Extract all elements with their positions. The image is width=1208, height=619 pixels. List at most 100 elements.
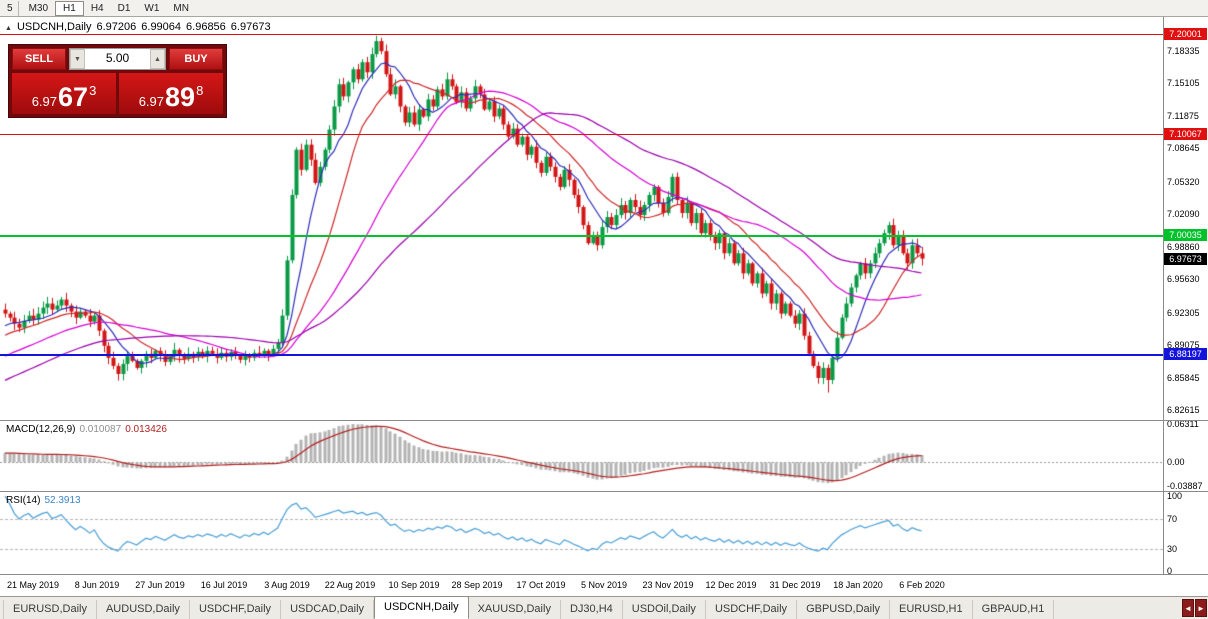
price-level-line[interactable] [0,34,1163,35]
date-label: 31 Dec 2019 [769,580,821,590]
buy-price-point: 8 [196,83,204,98]
price-axis-label: 6.89075 [1167,340,1200,350]
rsi-value: 52.3913 [44,495,81,506]
tab-scroll-controls: ◄ ► [1182,599,1207,617]
price-axis-label: 7.18335 [1167,46,1200,56]
buy-price-base: 6.97 [138,93,165,109]
volume-increase-icon[interactable]: ▲ [150,49,165,69]
chart-tab-eurusd-h1[interactable]: EURUSD,H1 [890,600,973,619]
macd-axis-label: 0.06311 [1167,419,1199,429]
rsi-axis-label: 0 [1167,566,1173,576]
panel-separator[interactable] [0,491,1208,492]
price-level-badge: 7.10067 [1164,128,1207,140]
date-label: 21 May 2019 [6,580,60,590]
timeframe-button-d1[interactable]: D1 [117,2,131,14]
sell-button[interactable]: SELL [12,48,66,70]
macd-axis-label: 0.00 [1167,457,1185,467]
timeframe-button-h4[interactable]: H4 [90,2,104,14]
price-axis[interactable] [1163,17,1208,575]
rsi-indicator-canvas[interactable] [0,492,1163,574]
chart-tabs-bar: EURUSD,Daily AUDUSD,Daily USDCHF,Daily USDC… [0,596,1208,619]
price-level-badge: 6.88197 [1164,348,1207,360]
chart-tab-gbpaud-h1[interactable]: GBPAUD,H1 [973,600,1055,619]
chart-tab-eurusd-daily[interactable]: EURUSD,Daily [3,600,97,619]
chart-marker-icon: ▲ [5,25,12,32]
symbol-period-label: USDCNH,Daily [16,21,92,33]
volume-input[interactable]: 5.00 [105,51,130,65]
macd-label: MACD(12,26,9) 0.010087 0.013426 [6,424,171,435]
price-level-badge: 7.00035 [1164,229,1207,241]
date-label: 17 Oct 2019 [516,580,566,590]
chart-tab-strip: EURUSD,Daily AUDUSD,Daily USDCHF,Daily USDC… [3,596,1055,619]
timeframe-button-mn[interactable]: MN [173,2,189,14]
chart-tab-xauusd-daily[interactable]: XAUUSD,Daily [469,600,561,619]
macd-main-value: 0.010087 [79,424,122,435]
date-label: 23 Nov 2019 [642,580,694,590]
date-label: 27 Jun 2019 [135,580,185,590]
chart-tab-usdcnh-daily[interactable]: USDCNH,Daily [374,596,469,619]
date-label: 6 Feb 2020 [899,580,945,590]
timeframe-button-5[interactable]: 5 [2,0,19,16]
buy-button[interactable]: BUY [169,48,223,70]
panel-separator [0,574,1208,575]
price-level-line[interactable] [0,134,1163,135]
sell-price-point: 3 [89,83,97,98]
ohlc-high: 6.99064 [141,21,182,33]
chart-tab-usdchf-daily[interactable]: USDCHF,Daily [190,600,282,619]
timeframe-button-h1[interactable]: H1 [55,0,84,16]
date-label: 12 Dec 2019 [705,580,757,590]
sell-price-display[interactable]: 6.97 67 3 [12,73,116,114]
price-level-line[interactable] [0,354,1163,356]
date-label: 22 Aug 2019 [324,580,376,590]
date-label: 3 Aug 2019 [264,580,310,590]
date-axis[interactable]: 21 May 2019 8 Jun 2019 27 Jun 2019 16 Jul 2… [0,575,1208,596]
price-axis-label: 6.98860 [1167,242,1200,252]
date-label: 28 Sep 2019 [451,580,503,590]
chart-tab-usdchf-daily[interactable]: USDCHF,Daily [706,600,798,619]
price-axis-label: 6.92305 [1167,308,1200,318]
chart-tab-gbpusd-daily[interactable]: GBPUSD,Daily [797,600,891,619]
panel-separator[interactable] [0,420,1208,421]
price-axis-label: 7.11875 [1167,111,1199,121]
date-label: 8 Jun 2019 [74,580,120,590]
tab-scroll-left-icon[interactable]: ◄ [1182,599,1194,617]
ohlc-open: 6.97206 [96,21,137,33]
rsi-axis-label: 70 [1167,514,1178,524]
price-axis-label: 7.15105 [1167,78,1200,88]
timeframe-button-m30[interactable]: M30 [28,2,49,14]
rsi-axis-label: 30 [1167,544,1178,554]
price-axis-label: 7.08645 [1167,143,1200,153]
date-label: 16 Jul 2019 [200,580,248,590]
date-label: 18 Jan 2020 [833,580,883,590]
volume-decrease-icon[interactable]: ▼ [70,49,85,69]
tab-scroll-right-icon[interactable]: ► [1195,599,1207,617]
macd-axis-label: -0.03887 [1167,481,1203,491]
one-click-trading-panel: SELL ▼ 5.00 ▲ BUY 6.97 67 3 6.97 89 8 [8,44,227,118]
price-level-badge: 7.20001 [1164,28,1207,40]
price-axis-label: 6.82615 [1167,405,1200,415]
ohlc-close: 6.97673 [230,21,271,33]
chart-tab-audusd-daily[interactable]: AUDUSD,Daily [97,600,190,619]
buy-price-pips: 89 [165,82,196,113]
price-axis-label: 6.85845 [1167,373,1200,383]
chart-tab-dj30-h4[interactable]: DJ30,H4 [561,600,623,619]
chart-area: 21 May 2019 8 Jun 2019 27 Jun 2019 16 Jul 2… [0,17,1208,596]
rsi-label: RSI(14) 52.3913 [6,495,85,506]
buy-price-display[interactable]: 6.97 89 8 [119,73,223,114]
rsi-title: RSI(14) [6,495,41,506]
date-label: 5 Nov 2019 [580,580,628,590]
macd-signal-value: 0.013426 [125,424,167,435]
current-price-badge: 6.97673 [1164,253,1207,265]
timeframe-toolbar: 5 M30 H1 H4 D1 W1 MN [0,0,1208,17]
chart-tab-usdcad-daily[interactable]: USDCAD,Daily [281,600,375,619]
chart-title: ▲ USDCNH,Daily 6.97206 6.99064 6.96856 6.9767… [5,21,276,33]
chart-tab-usdoil-daily[interactable]: USDOil,Daily [623,600,706,619]
rsi-axis-label: 100 [1167,491,1183,501]
sell-price-pips: 67 [58,82,89,113]
date-label: 10 Sep 2019 [388,580,440,590]
timeframe-button-w1[interactable]: W1 [144,2,160,14]
macd-indicator-canvas[interactable] [0,421,1163,491]
price-level-line[interactable] [0,235,1163,237]
price-axis-label: 7.02090 [1167,209,1200,219]
